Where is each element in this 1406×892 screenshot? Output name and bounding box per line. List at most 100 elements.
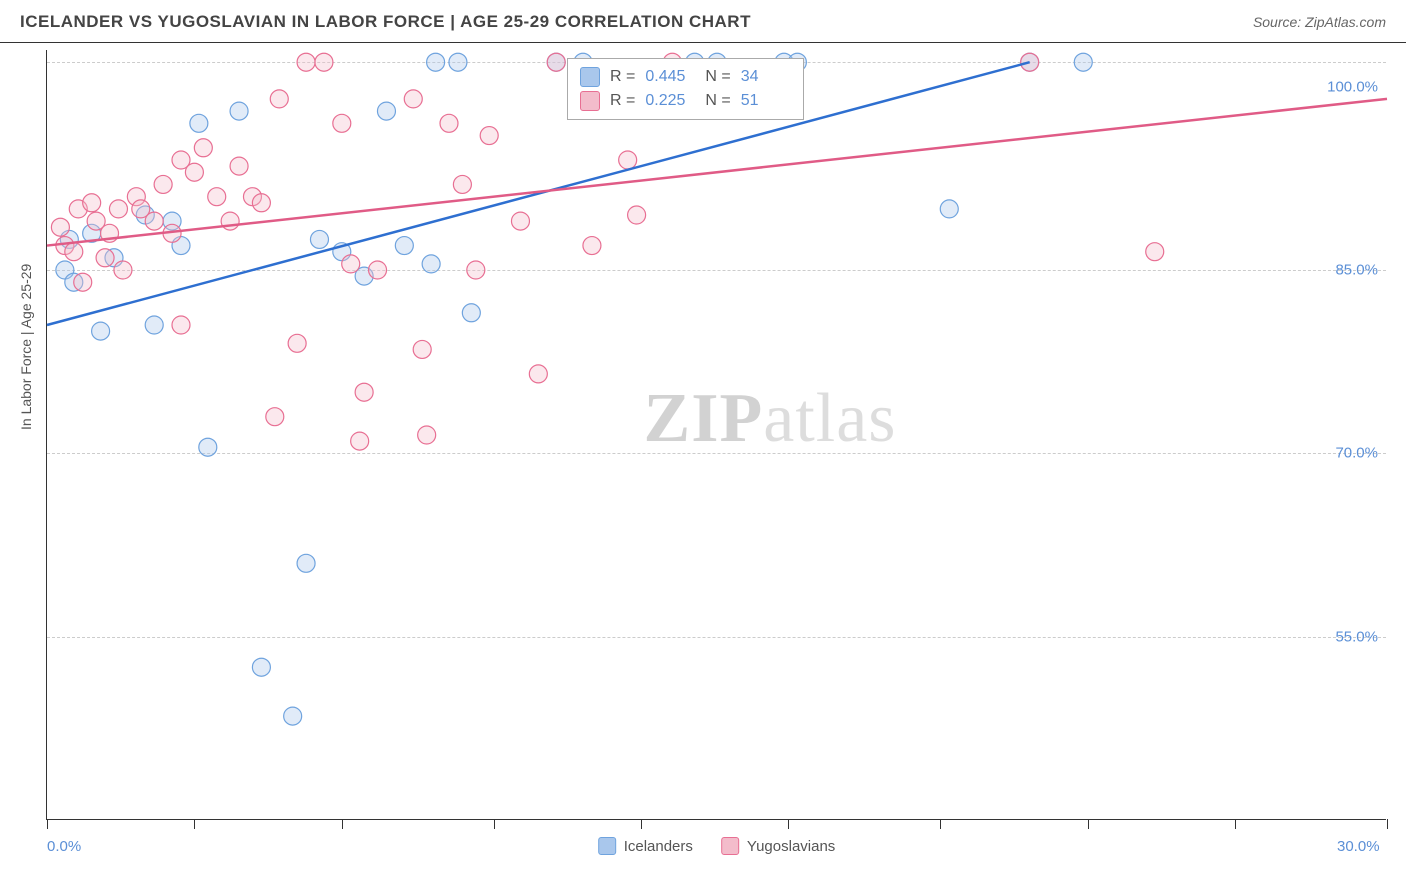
data-point — [51, 218, 69, 236]
stats-r-label: R = — [610, 92, 635, 110]
y-axis-label: In Labor Force | Age 25-29 — [18, 264, 34, 430]
legend-item: Yugoslavians — [721, 837, 835, 855]
y-tick-label: 55.0% — [1335, 628, 1378, 645]
data-point — [230, 157, 248, 175]
legend-label: Yugoslavians — [747, 838, 835, 855]
stats-box: R = 0.445 N = 34 R = 0.225 N = 51 — [567, 58, 804, 120]
data-point — [351, 432, 369, 450]
data-point — [208, 188, 226, 206]
x-tick — [47, 819, 48, 829]
data-point — [297, 53, 315, 71]
data-point — [230, 102, 248, 120]
data-point — [252, 194, 270, 212]
data-point — [145, 212, 163, 230]
data-point — [427, 53, 445, 71]
data-point — [310, 230, 328, 248]
data-point — [185, 163, 203, 181]
data-point — [547, 53, 565, 71]
data-point — [467, 261, 485, 279]
y-tick-label: 85.0% — [1335, 262, 1378, 279]
data-point — [480, 127, 498, 145]
data-point — [333, 114, 351, 132]
stats-swatch — [580, 67, 600, 87]
stats-n-label: N = — [705, 68, 730, 86]
x-tick — [1088, 819, 1089, 829]
x-tick — [641, 819, 642, 829]
stats-row: R = 0.445 N = 34 — [580, 65, 791, 89]
stats-row: R = 0.225 N = 51 — [580, 89, 791, 113]
data-point — [145, 316, 163, 334]
data-point — [297, 554, 315, 572]
data-point — [172, 316, 190, 334]
legend-label: Icelanders — [624, 838, 693, 855]
data-point — [65, 243, 83, 261]
legend-swatch — [721, 837, 739, 855]
x-tick — [494, 819, 495, 829]
data-point — [413, 340, 431, 358]
x-tick — [342, 819, 343, 829]
data-point — [266, 408, 284, 426]
plot-container: ZIPatlas R =0.445N =34R =0.225N =51 100.… — [46, 50, 1386, 820]
data-point — [449, 53, 467, 71]
data-point — [92, 322, 110, 340]
stats-swatch — [580, 91, 600, 111]
data-point — [628, 206, 646, 224]
x-tick — [194, 819, 195, 829]
data-point — [462, 304, 480, 322]
data-point — [377, 102, 395, 120]
legend-bottom: Icelanders Yugoslavians — [598, 837, 836, 855]
x-tick — [940, 819, 941, 829]
data-point — [440, 114, 458, 132]
data-point — [355, 383, 373, 401]
data-point — [453, 175, 471, 193]
data-point — [583, 237, 601, 255]
legend-swatch — [598, 837, 616, 855]
data-point — [511, 212, 529, 230]
y-tick-label: 70.0% — [1335, 445, 1378, 462]
y-tick-label: 100.0% — [1327, 78, 1378, 95]
data-point — [369, 261, 387, 279]
data-point — [288, 334, 306, 352]
x-axis-label: 30.0% — [1337, 838, 1380, 855]
data-point — [529, 365, 547, 383]
chart-source: Source: ZipAtlas.com — [1253, 14, 1386, 30]
x-tick — [1235, 819, 1236, 829]
data-point — [1146, 243, 1164, 261]
x-tick — [788, 819, 789, 829]
stats-n-label: N = — [705, 92, 730, 110]
data-point — [83, 194, 101, 212]
stats-n-value: 51 — [741, 92, 791, 110]
data-point — [270, 90, 288, 108]
x-axis-label: 0.0% — [47, 838, 81, 855]
data-point — [404, 90, 422, 108]
data-point — [284, 707, 302, 725]
data-point — [190, 114, 208, 132]
scatter-svg — [47, 50, 1387, 820]
data-point — [109, 200, 127, 218]
data-point — [114, 261, 132, 279]
data-point — [422, 255, 440, 273]
data-point — [1021, 53, 1039, 71]
data-point — [1074, 53, 1092, 71]
data-point — [342, 255, 360, 273]
stats-r-value: 0.225 — [645, 92, 695, 110]
data-point — [252, 658, 270, 676]
plot-area: ZIPatlas R =0.445N =34R =0.225N =51 100.… — [46, 50, 1386, 820]
data-point — [199, 438, 217, 456]
stats-r-label: R = — [610, 68, 635, 86]
stats-n-value: 34 — [741, 68, 791, 86]
data-point — [194, 139, 212, 157]
data-point — [395, 237, 413, 255]
chart-title: ICELANDER VS YUGOSLAVIAN IN LABOR FORCE … — [20, 12, 751, 32]
data-point — [418, 426, 436, 444]
data-point — [315, 53, 333, 71]
data-point — [154, 175, 172, 193]
legend-item: Icelanders — [598, 837, 693, 855]
data-point — [619, 151, 637, 169]
chart-header: ICELANDER VS YUGOSLAVIAN IN LABOR FORCE … — [0, 0, 1406, 43]
x-tick — [1387, 819, 1388, 829]
trend-line — [47, 99, 1387, 246]
trend-line — [47, 62, 1030, 325]
stats-r-value: 0.445 — [645, 68, 695, 86]
data-point — [940, 200, 958, 218]
